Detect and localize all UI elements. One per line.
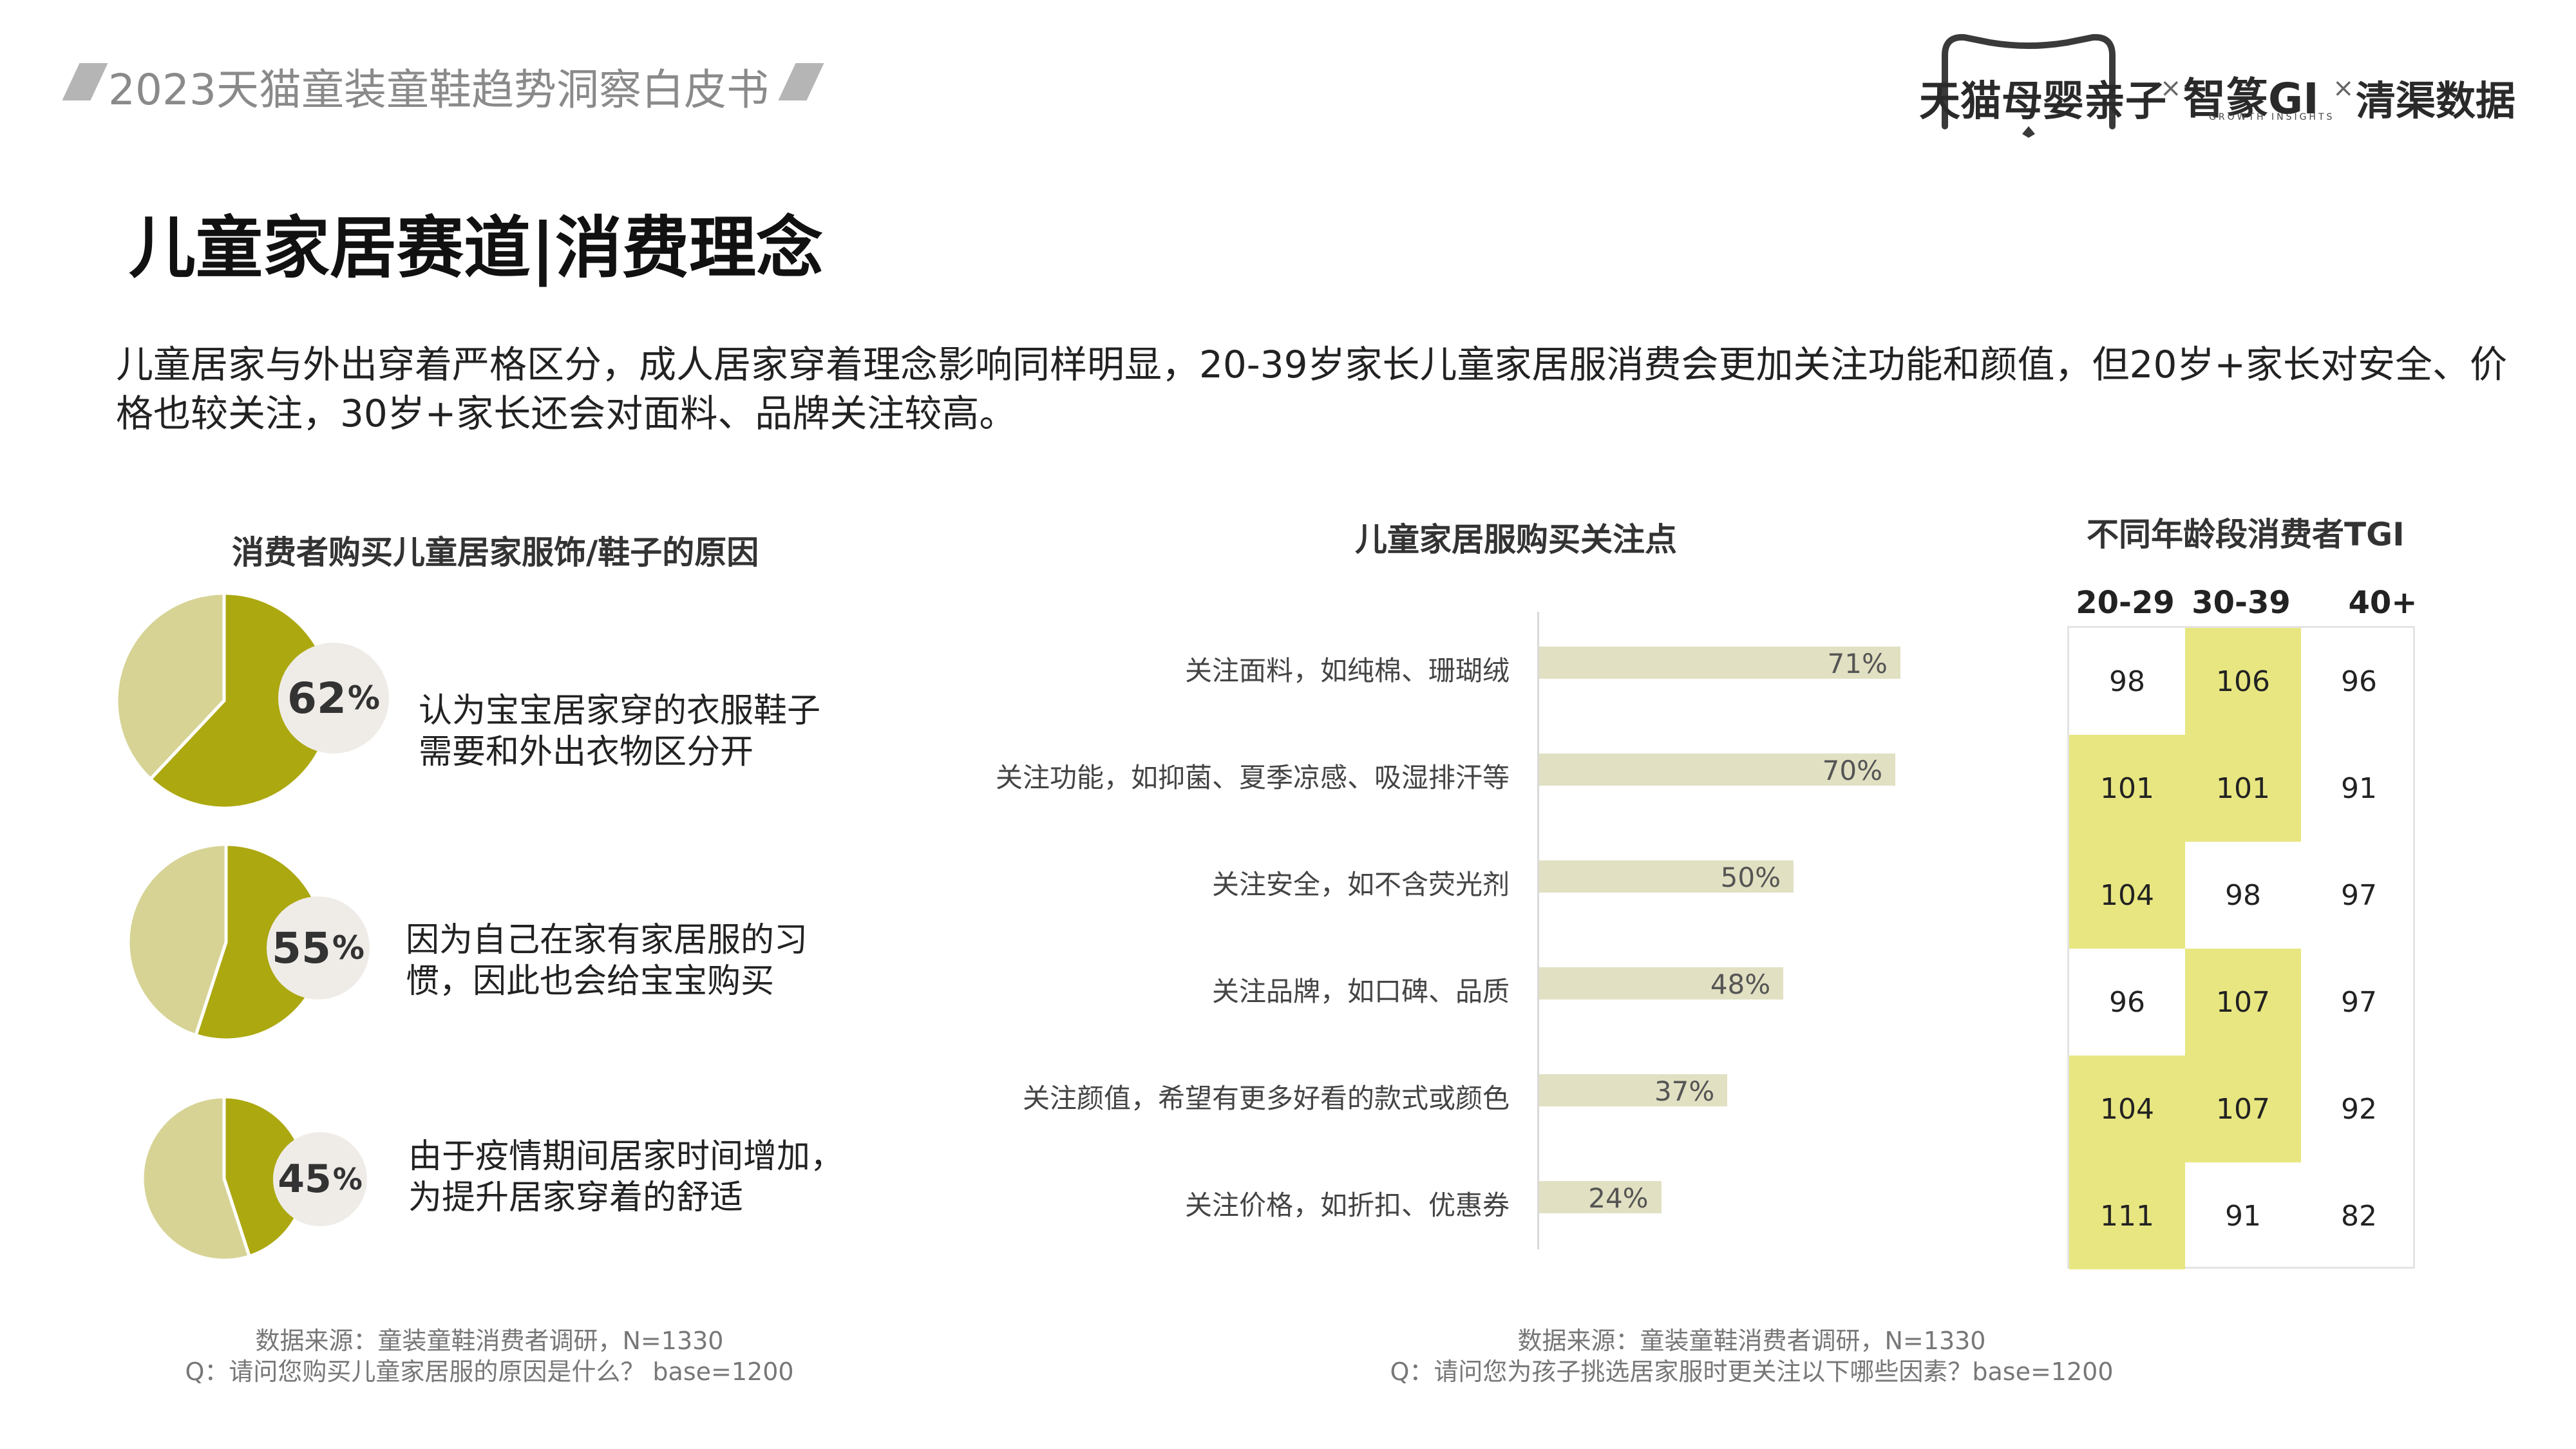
bar-value-label: 70% [1822,755,1882,786]
bar-value-label: 50% [1720,862,1781,893]
tgi-cell: 97 [2341,985,2377,1019]
tgi-cell: 98 [2109,665,2145,698]
left-source-line2: Q：请问您购买儿童家居服的原因是什么？ base=1200 [185,1358,794,1386]
bar [1539,753,1895,786]
middle-source-line2: Q：请问您为孩子挑选居家服时更关注以下哪些因素？base=1200 [1390,1358,2114,1386]
tgi-cell: 82 [2341,1199,2377,1233]
tgi-cell: 92 [2341,1092,2377,1126]
pie-section-title: 消费者购买儿童居家服饰/鞋子的原因 [232,534,759,571]
bar [1539,1181,1662,1213]
tgi-cell: 98 [2225,878,2261,912]
pie-2-reason: 因为自己在家有家居服的习 惯，因此也会给宝宝购买 [406,920,844,1002]
pie-2-percent-unit: % [332,929,365,967]
pie-1-percent-badge: 62% [278,643,389,753]
tgi-col-header-1: 20-29 [2076,585,2175,621]
pie-2-rest-slice [126,842,228,1037]
bar-category-label: 关注功能，如抑菌、夏季凉感、吸湿排汗等 [995,762,1510,793]
bar [1539,860,1794,893]
middle-source-note: 数据来源：童装童鞋消费者调研，N=1330 Q：请问您为孩子挑选居家服时更关注以… [1314,1325,2190,1387]
tgi-cell: 111 [2069,1162,2185,1269]
page-description: 儿童居家与外出穿着严格区分，成人居家穿着理念影响同样明显，20-39岁家长儿童家… [116,343,2507,435]
left-source-note: 数据来源：童装童鞋消费者调研，N=1330 Q：请问您购买儿童家居服的原因是什么… [180,1325,799,1387]
tgi-cell: 106 [2185,628,2301,735]
tgi-cell: 101 [2069,735,2185,842]
logo-zhizhuan-text: 智篆GI [2183,74,2319,124]
bar-category-label: 关注品牌，如口碑、品质 [1211,976,1510,1007]
pie-1-percent-unit: % [347,679,380,717]
pie-2-reason-line1: 因为自己在家有家居服的习 [406,921,808,960]
logo-tmall-text: 天猫母婴亲子 [1919,78,2166,126]
middle-source-line1: 数据来源：童装童鞋消费者调研，N=1330 [1517,1327,1986,1355]
tgi-cell: 91 [2341,772,2377,805]
pie-2-percent: 55 [272,923,331,973]
tgi-cell: 96 [2341,665,2377,698]
bar-section-title: 儿童家居服购买关注点 [1355,521,1677,558]
pie-1-reason-line1: 认为宝宝居家穿的衣服鞋子 [419,692,821,730]
bar-value-label: 48% [1710,969,1771,1000]
pie-2-percent-badge: 55% [267,896,370,999]
bar-category-label: 关注价格，如折扣、优惠券 [1184,1189,1510,1221]
bar-category-label: 关注颜值，希望有更多好看的款式或颜色 [1022,1083,1510,1114]
logo-zhizhuan-subtitle: GROWTH INSIGHTS [2209,112,2335,122]
tgi-cell: 96 [2109,985,2145,1019]
tgi-col-header-3: 40+ [2348,585,2418,621]
bar [1539,967,1784,999]
logo-qingqu-text: 清渠数据 [2356,77,2516,124]
tmall-cat-icon [1942,33,2116,138]
pie-chart-3 [140,1095,308,1262]
bar-axis-line [1537,612,1539,1249]
report-title: 2023天猫童装童鞋趋势洞察白皮书 [108,65,769,115]
tgi-section-title: 不同年龄段消费者TGI [2087,516,2405,553]
bar [1539,647,1900,679]
page-title: 儿童家居赛道|消费理念 [129,209,823,287]
bar-category-label: 关注面料，如纯棉、珊瑚绒 [1184,655,1510,687]
tgi-cell: 107 [2185,1056,2301,1162]
bar [1539,1074,1728,1106]
tgi-cell: 97 [2341,878,2377,912]
tgi-cell: 104 [2069,1056,2185,1162]
pie-3-reason-line1: 由于疫情期间居家时间增加， [408,1137,844,1176]
pie-1-reason: 认为宝宝居家穿的衣服鞋子 需要和外出衣物区分开 [419,690,857,773]
pie-1-percent: 62 [287,673,346,723]
pie-3-percent-unit: % [332,1162,363,1197]
tgi-cell: 101 [2185,735,2301,842]
bar-value-label: 37% [1654,1075,1715,1107]
bar-value-label: 24% [1588,1182,1649,1214]
tgi-cell: 91 [2225,1199,2261,1233]
pie-3-reason: 由于疫情期间居家时间增加， 为提升居家穿着的舒适 [408,1136,846,1218]
bar-category-label: 关注安全，如不含荧光剂 [1211,869,1510,900]
header-slash-left [62,63,108,100]
tgi-table: 98 106 96 101 101 91 104 98 97 96 107 97 104 107 92 111… [2067,626,2415,1269]
pie-3-percent: 45 [278,1157,332,1202]
pie-3-reason-line2: 为提升居家穿着的舒适 [408,1179,744,1217]
pie-1-reason-line2: 需要和外出衣物区分开 [419,733,754,772]
pie-1-rest-slice [115,591,226,782]
logo-separator: × [2333,73,2354,103]
pie-2-reason-line2: 惯，因此也会给宝宝购买 [406,962,775,1001]
left-source-line1: 数据来源：童装童鞋消费者调研，N=1330 [255,1327,724,1355]
tgi-col-header-2: 30-39 [2192,585,2291,621]
tgi-cell: 107 [2185,949,2301,1056]
logo-separator: × [2160,73,2182,103]
header-slash-right [778,63,824,100]
bar-value-label: 71% [1827,648,1888,679]
brand-logos: 天猫母婴亲子 × 智篆GI GROWTH INSIGHTS × 清渠数据 [1906,23,2550,146]
pie-chart-1 [115,591,334,810]
tgi-cell: 104 [2069,842,2185,949]
pie-3-percent-badge: 45% [273,1132,367,1226]
